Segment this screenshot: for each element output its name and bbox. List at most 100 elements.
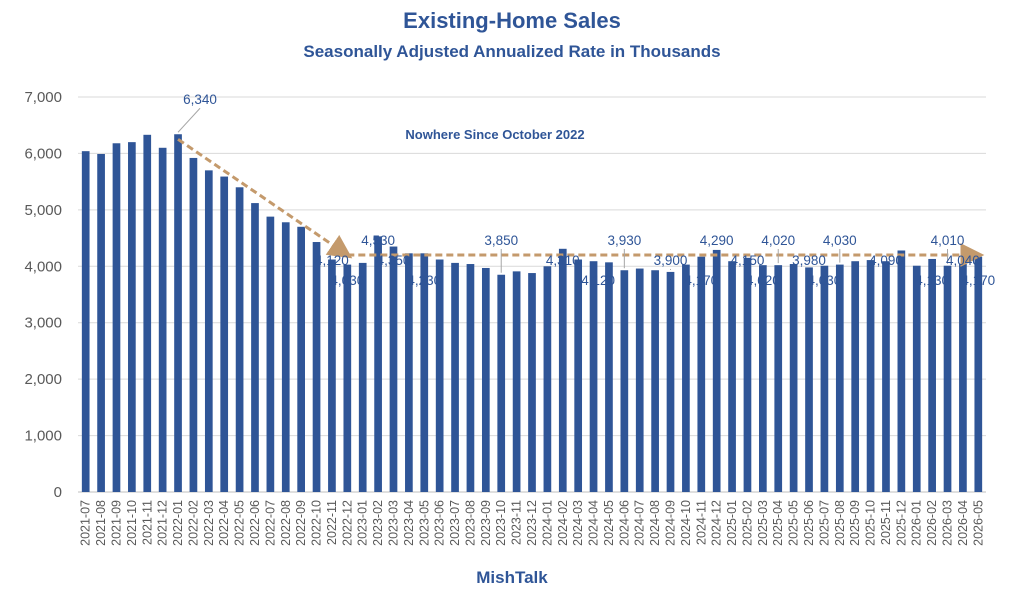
x-tick-label: 2023-08 [463,500,477,546]
bar [405,253,413,492]
bar [312,242,321,492]
x-tick-label: 2025-04 [771,500,785,546]
bar [928,258,936,492]
x-tick-label: 2022-04 [217,500,231,546]
x-tick-label: 2023-12 [525,500,539,546]
x-tick-label: 2026-05 [971,500,985,546]
x-tick-label: 2023-10 [494,500,508,546]
y-tick-label: 4,000 [24,258,62,275]
bar [281,222,290,492]
data-label: 4,310 [546,253,580,268]
bar [805,267,813,492]
data-label: 4,350 [377,253,411,268]
bar [712,249,721,492]
x-tick-label: 2024-01 [540,500,554,546]
bar [81,151,90,492]
bar [589,261,598,492]
x-tick-label: 2022-08 [279,500,293,546]
bar [728,261,736,492]
x-tick-label: 2022-01 [171,500,185,546]
data-label: 3,930 [607,233,641,248]
bar [558,248,567,492]
x-tick-label: 2024-05 [602,500,616,546]
bar [374,236,382,492]
x-tick-label: 2024-02 [556,500,570,546]
data-label: 4,120 [315,253,349,268]
data-label: 4,530 [361,233,395,248]
x-tick-label: 2023-09 [479,500,493,546]
data-label: 4,030 [808,273,842,288]
y-tick-label: 7,000 [24,89,62,106]
x-tick-label: 2023-04 [402,500,416,546]
x-tick-label: 2022-11 [325,500,339,545]
x-tick-label: 2023-07 [448,500,462,546]
x-tick-label: 2024-04 [587,500,601,546]
x-tick-label: 2025-03 [756,500,770,546]
y-tick-label: 2,000 [24,371,62,388]
bar [789,264,798,492]
data-label: 4,150 [731,253,765,268]
data-label: 4,030 [823,233,857,248]
bar [882,261,890,492]
data-label: 3,850 [484,233,518,248]
x-tick-label: 2021-12 [156,500,170,546]
bar [959,264,967,492]
bar [574,259,583,492]
bar [759,265,767,492]
data-label: 4,170 [684,273,718,288]
x-tick-label: 2024-09 [664,500,678,546]
x-tick-label: 2024-10 [679,500,693,546]
data-label: 4,230 [407,273,441,288]
x-tick-label: 2026-01 [910,500,924,546]
data-label: 4,020 [746,273,780,288]
bar [466,264,475,492]
bar [204,170,213,492]
bar [435,259,444,492]
x-tick-label: 2022-02 [186,500,200,546]
data-label: 4,030 [330,273,364,288]
chart-subtitle: Seasonally Adjusted Annualized Rate in T… [303,42,721,61]
bar [420,253,429,492]
x-tick-label: 2021-10 [125,500,139,546]
data-label: 3,980 [792,253,826,268]
x-tick-label: 2026-03 [941,500,955,546]
bar [220,176,229,493]
bar [635,268,644,492]
x-tick-label: 2021-09 [109,500,123,546]
bar [943,265,952,492]
data-label: 4,010 [931,233,965,248]
x-tick-label: 2023-02 [371,500,385,546]
data-label: 4,040 [946,253,980,268]
x-tick-label: 2025-10 [864,500,878,546]
x-tick-label: 2024-03 [571,500,585,546]
x-tick-label: 2023-11 [510,500,524,545]
bar [897,250,906,492]
x-tick-label: 2023-03 [386,500,400,546]
x-tick-label: 2024-12 [710,500,724,546]
bar [451,262,459,492]
bar [743,257,752,492]
x-tick-label: 2022-07 [263,500,277,546]
data-label: 4,090 [869,253,903,268]
bar [866,260,875,492]
bar [605,262,613,492]
y-tick-label: 1,000 [24,428,62,445]
x-tick-label: 2025-06 [802,500,816,546]
bar [158,147,167,493]
bar [820,265,829,492]
data-label: 4,120 [581,273,615,288]
x-tick-label: 2022-05 [233,500,247,546]
bar [666,271,675,492]
x-tick-label: 2025-09 [848,500,862,546]
x-tick-label: 2023-05 [417,500,431,546]
bar [128,142,136,492]
bar [774,265,783,492]
x-tick-label: 2025-11 [879,500,893,545]
x-tick-label: 2025-08 [833,500,847,546]
x-tick-label: 2021-11 [140,500,154,545]
x-tick-label: 2026-02 [925,500,939,546]
y-tick-label: 6,000 [24,145,62,162]
data-label: 3,900 [654,253,688,268]
x-tick-label: 2023-06 [433,500,447,546]
bar [481,267,490,492]
